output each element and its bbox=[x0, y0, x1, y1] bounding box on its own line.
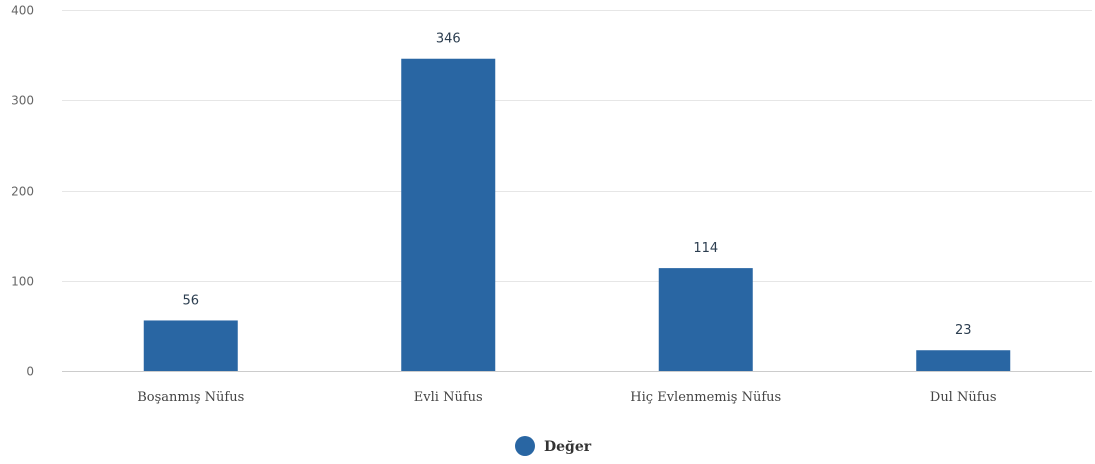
x-axis: Boşanmış Nüfus Evli Nüfus Hiç Evlenmemiş N… bbox=[137, 390, 996, 405]
data-label: 346 bbox=[436, 32, 461, 47]
y-axis: 0 100 200 300 400 bbox=[11, 4, 34, 379]
data-label: 56 bbox=[182, 293, 199, 308]
bar[interactable] bbox=[658, 268, 753, 371]
legend-marker bbox=[515, 436, 535, 456]
bars bbox=[143, 58, 1011, 372]
y-tick-label: 100 bbox=[11, 275, 34, 289]
bar[interactable] bbox=[401, 58, 496, 372]
legend-label: Değer bbox=[544, 439, 592, 455]
y-tick-label: 0 bbox=[26, 365, 34, 379]
bar[interactable] bbox=[143, 320, 238, 371]
y-tick-label: 400 bbox=[11, 4, 34, 18]
data-label: 114 bbox=[693, 241, 718, 256]
data-labels: 56 346 114 23 bbox=[182, 32, 971, 339]
data-label: 23 bbox=[955, 323, 972, 338]
y-tick-label: 300 bbox=[11, 94, 34, 108]
x-tick-label: Dul Nüfus bbox=[930, 390, 997, 405]
y-tick-label: 200 bbox=[11, 185, 34, 199]
bar[interactable] bbox=[916, 350, 1011, 371]
x-tick-label: Hiç Evlenmemiş Nüfus bbox=[630, 390, 781, 405]
grid-lines bbox=[62, 10, 1092, 372]
x-tick-label: Evli Nüfus bbox=[414, 390, 483, 405]
legend[interactable]: Değer bbox=[515, 436, 592, 456]
x-tick-label: Boşanmış Nüfus bbox=[137, 390, 244, 405]
